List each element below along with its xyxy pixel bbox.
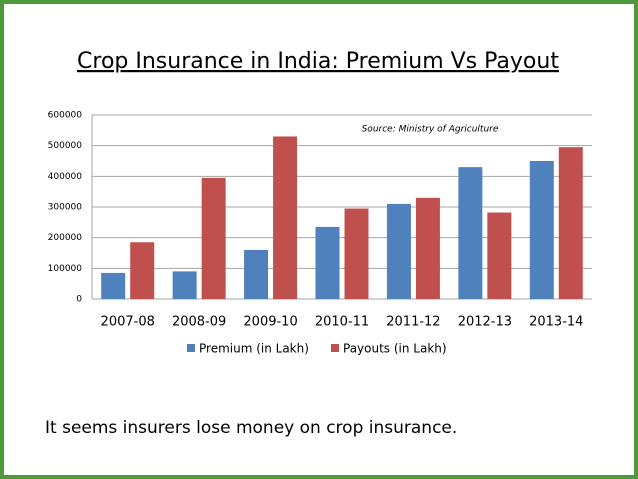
x-tick-label: 2012-13 <box>458 315 512 330</box>
y-tick-label: 0 <box>76 295 82 305</box>
bar <box>529 161 554 299</box>
y-tick-label: 600000 <box>48 111 83 121</box>
x-tick-label: 2007-08 <box>101 315 155 330</box>
legend-label: Premium (in Lakh) <box>199 342 309 356</box>
bar <box>101 272 126 299</box>
legend-swatch <box>187 344 195 352</box>
legend-swatch <box>331 344 339 352</box>
y-tick-label: 500000 <box>48 141 83 151</box>
footer-text: It seems insurers lose money on crop ins… <box>45 418 457 438</box>
bar <box>244 249 269 299</box>
x-tick-label: 2008-09 <box>172 315 226 330</box>
bar <box>172 271 197 299</box>
bar <box>273 136 298 299</box>
bar <box>315 226 340 299</box>
y-tick-label: 300000 <box>48 203 83 213</box>
x-tick-label: 2011-12 <box>386 315 440 330</box>
annotation: Source: Ministry of Agriculture <box>362 125 499 135</box>
y-tick-label: 400000 <box>48 172 83 182</box>
x-tick-label: 2010-11 <box>315 315 369 330</box>
chart-title: Crop Insurance in India: Premium Vs Payo… <box>77 49 559 74</box>
bar <box>415 197 440 299</box>
bar <box>130 242 155 299</box>
x-tick-label: 2009-10 <box>243 315 297 330</box>
legend-label: Payouts (in Lakh) <box>343 342 447 356</box>
bar <box>201 177 226 299</box>
x-tick-label: 2013-14 <box>529 315 583 330</box>
bar <box>558 147 583 299</box>
y-tick-label: 200000 <box>48 233 83 243</box>
bar <box>344 208 369 299</box>
bar <box>386 203 411 299</box>
bar <box>487 212 512 299</box>
bar <box>458 167 483 299</box>
y-tick-label: 100000 <box>48 264 83 274</box>
